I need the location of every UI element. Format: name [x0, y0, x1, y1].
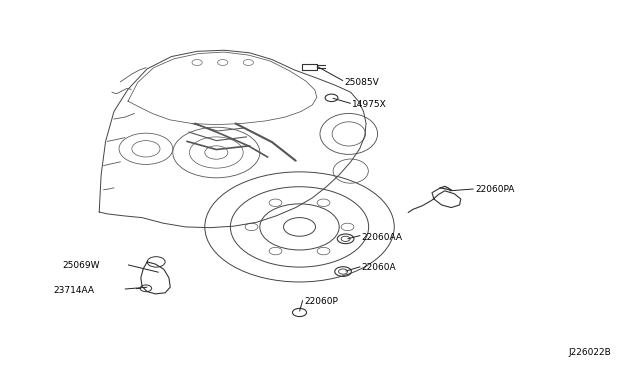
Text: 23714AA: 23714AA — [53, 286, 94, 295]
Text: 25069W: 25069W — [63, 262, 100, 270]
Text: J226022B: J226022B — [568, 348, 611, 357]
Text: 22060A: 22060A — [362, 263, 396, 272]
Text: 25085V: 25085V — [344, 78, 379, 87]
Text: 14975X: 14975X — [352, 100, 387, 109]
Text: 22060AA: 22060AA — [362, 233, 403, 242]
Text: 22060P: 22060P — [304, 297, 338, 306]
Text: 22060PA: 22060PA — [475, 185, 515, 194]
